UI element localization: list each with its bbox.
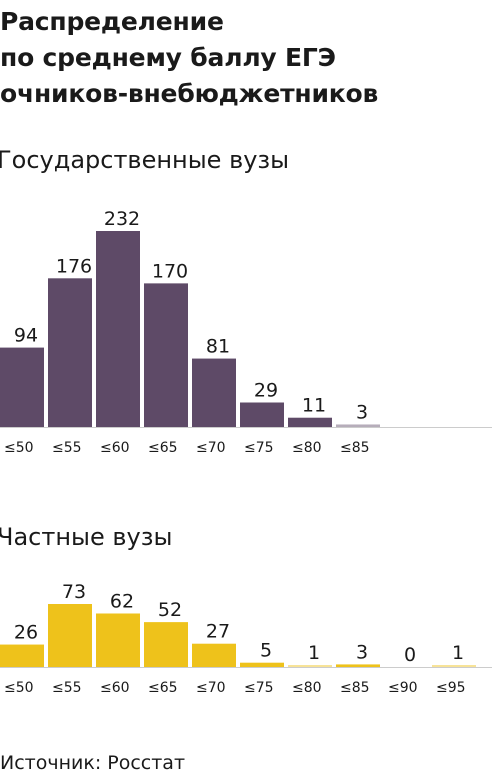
- bar-4: [192, 643, 236, 667]
- value-label-6: 11: [302, 395, 326, 417]
- value-label-3: 170: [152, 260, 188, 282]
- tick-label-2: ≤60: [100, 440, 130, 456]
- tick-label-0: ≤50: [4, 440, 34, 456]
- tick-label-0: ≤50: [4, 680, 34, 696]
- bar-7: [336, 424, 380, 427]
- bar-3: [144, 622, 188, 667]
- title-line-1: Распределение: [0, 7, 224, 36]
- bar-9: [432, 665, 476, 667]
- value-label-1: 73: [62, 581, 86, 603]
- value-label-8: 0: [404, 644, 416, 666]
- state-universities-title: Государственные вузы: [0, 146, 290, 174]
- tick-label-1: ≤55: [52, 680, 82, 696]
- tick-label-7: ≤85: [340, 680, 370, 696]
- bar-5: [240, 662, 284, 667]
- title-line-3: очников-внебюджетников: [0, 79, 379, 108]
- value-label-4: 27: [206, 621, 230, 643]
- bar-6: [288, 417, 332, 427]
- tick-label-3: ≤65: [148, 440, 178, 456]
- source-note: Источник: Росстат: [0, 752, 186, 774]
- tick-label-5: ≤75: [244, 440, 274, 456]
- value-label-9: 1: [452, 642, 464, 664]
- state-universities-bar-chart: 94 ≤50 176 ≤55 232 ≤60 170 ≤65 81 ≤70 29 ≤75 11 ≤80 3 ≤…: [0, 208, 492, 456]
- tick-label-4: ≤70: [196, 680, 226, 696]
- private-universities-title: Частные вузы: [0, 523, 173, 551]
- tick-label-2: ≤60: [100, 680, 130, 696]
- bar-7: [336, 664, 380, 667]
- chart-title: Распределение по среднему баллу ЕГЭ очни…: [0, 4, 378, 112]
- value-label-7: 3: [356, 641, 368, 663]
- value-label-5: 29: [254, 380, 278, 402]
- title-line-2: по среднему баллу ЕГЭ: [0, 43, 336, 72]
- value-label-6: 1: [308, 642, 320, 664]
- value-label-2: 232: [104, 208, 140, 230]
- bar-0: [0, 347, 44, 427]
- tick-label-9: ≤95: [436, 680, 466, 696]
- tick-label-4: ≤70: [196, 440, 226, 456]
- value-label-7: 3: [356, 401, 368, 423]
- bar-1: [48, 278, 92, 427]
- tick-label-1: ≤55: [52, 440, 82, 456]
- bar-4: [192, 358, 236, 427]
- bar-5: [240, 402, 284, 427]
- value-label-0: 94: [14, 325, 38, 347]
- tick-label-8: ≤90: [388, 680, 418, 696]
- tick-label-6: ≤80: [292, 440, 322, 456]
- bar-0: [0, 644, 44, 667]
- bar-6: [288, 665, 332, 667]
- value-label-4: 81: [206, 336, 230, 358]
- value-label-2: 62: [110, 590, 134, 612]
- value-label-0: 26: [14, 622, 38, 644]
- private-universities-bar-chart: 26 ≤50 73 ≤55 62 ≤60 52 ≤65 27 ≤70 5 ≤75 1 ≤80 3 ≤85 0 ≤9…: [0, 581, 492, 696]
- bar-2: [96, 231, 140, 427]
- value-label-5: 5: [260, 640, 272, 662]
- bar-2: [96, 613, 140, 667]
- value-label-1: 176: [56, 255, 92, 277]
- tick-label-3: ≤65: [148, 680, 178, 696]
- tick-label-6: ≤80: [292, 680, 322, 696]
- value-label-3: 52: [158, 599, 182, 621]
- tick-label-5: ≤75: [244, 680, 274, 696]
- bar-3: [144, 283, 188, 427]
- tick-label-7: ≤85: [340, 440, 370, 456]
- bar-1: [48, 604, 92, 667]
